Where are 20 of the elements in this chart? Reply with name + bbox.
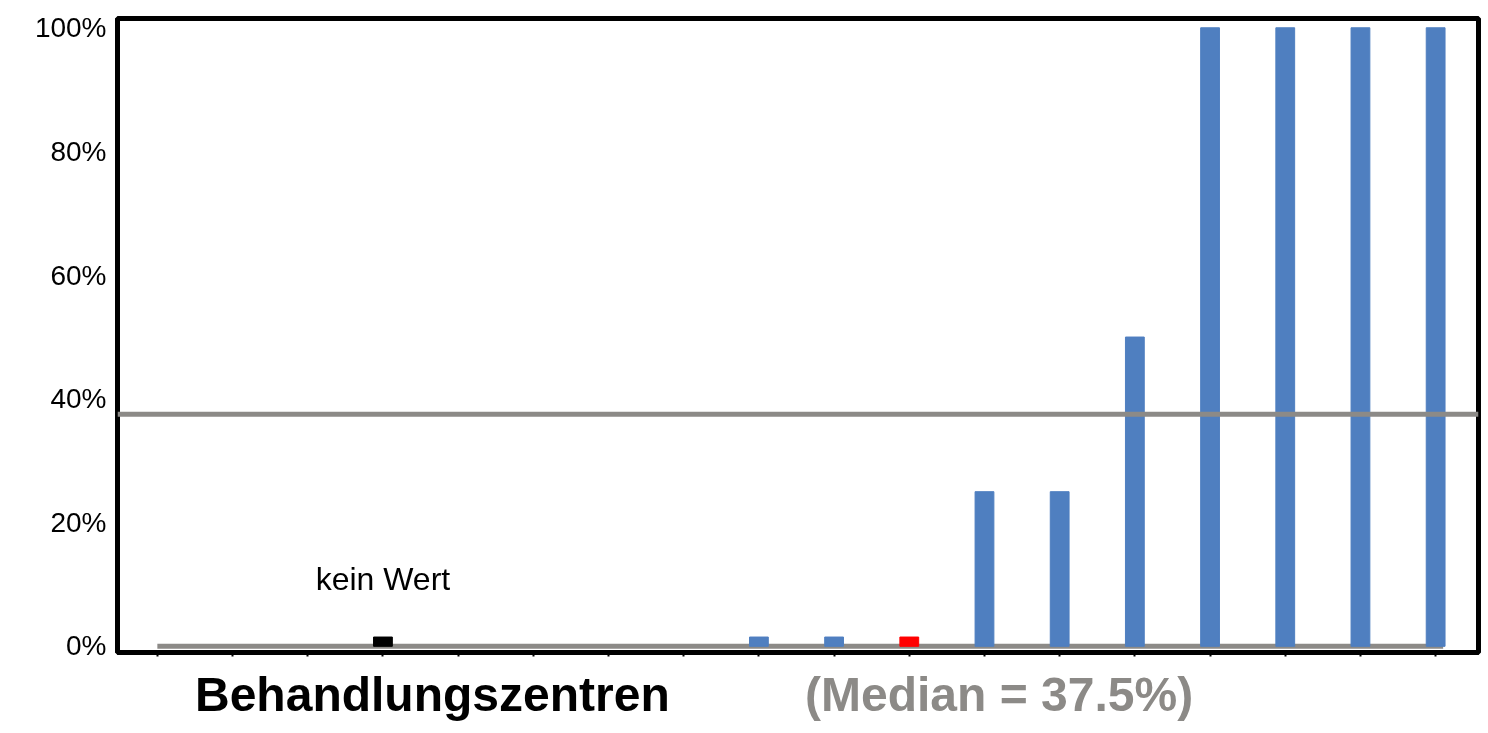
bar bbox=[1200, 27, 1220, 647]
bar bbox=[1275, 27, 1296, 647]
y-tick-label: 80% bbox=[50, 135, 107, 167]
bar bbox=[749, 636, 769, 647]
bar bbox=[1049, 491, 1070, 647]
bar bbox=[899, 636, 920, 647]
y-tick-label: 0% bbox=[66, 629, 107, 661]
annotation: kein Wert bbox=[315, 560, 451, 597]
bar bbox=[824, 636, 844, 647]
y-tick-label: 100% bbox=[34, 12, 107, 44]
bar bbox=[1350, 27, 1371, 647]
x-axis-title: Behandlungszentren bbox=[195, 667, 670, 723]
bar bbox=[1124, 336, 1145, 647]
bar bbox=[974, 491, 995, 647]
y-tick-label: 20% bbox=[50, 507, 107, 539]
bar bbox=[373, 636, 393, 647]
bar bbox=[1425, 27, 1446, 647]
ref-line-label: (Median = 37.5%) bbox=[805, 667, 1194, 723]
y-tick-label: 40% bbox=[50, 383, 107, 415]
y-tick-label: 60% bbox=[50, 259, 107, 291]
